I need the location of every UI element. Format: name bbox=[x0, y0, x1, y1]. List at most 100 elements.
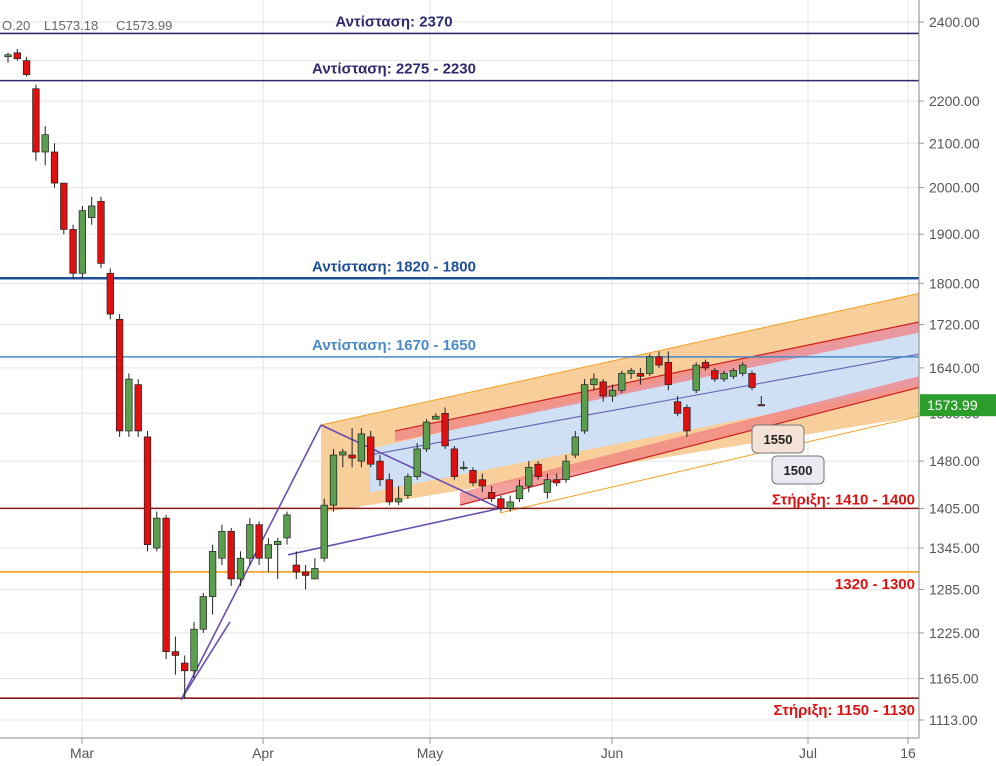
candle-body bbox=[41, 134, 49, 153]
ohlc-low: L1573.18 bbox=[44, 18, 98, 33]
candle-body bbox=[450, 448, 459, 477]
last-price-label: 1573.99 bbox=[927, 397, 978, 413]
y-tick-label: 1113.00 bbox=[929, 712, 978, 728]
candle-body bbox=[506, 501, 514, 509]
candle-body bbox=[580, 384, 589, 432]
candle-body bbox=[13, 52, 21, 60]
candle-body bbox=[199, 596, 207, 630]
ohlc-close: C1573.99 bbox=[116, 18, 172, 33]
candle-body bbox=[311, 568, 319, 580]
candle-body bbox=[4, 54, 12, 58]
candle-body bbox=[515, 485, 524, 500]
candle-body bbox=[711, 370, 719, 380]
candle-body bbox=[692, 364, 700, 391]
y-tick-label: 2400.00 bbox=[929, 14, 980, 30]
level-label: Αντίσταση: 1820 - 1800 bbox=[312, 258, 476, 275]
candle-body bbox=[348, 454, 356, 459]
y-tick-label: 1405.00 bbox=[929, 500, 980, 516]
candle-body bbox=[171, 651, 180, 656]
y-tick-label: 1345.00 bbox=[929, 540, 980, 556]
callout-label: 1500 bbox=[784, 463, 813, 478]
outer-top-line bbox=[320, 292, 920, 426]
y-tick-label: 1800.00 bbox=[929, 275, 980, 291]
last-price-tag bbox=[920, 394, 996, 417]
x-tick-label: 16 bbox=[900, 745, 916, 761]
price-callouts: 1550 1500 bbox=[751, 424, 825, 485]
candle-body bbox=[469, 470, 477, 484]
callout-box bbox=[751, 424, 805, 454]
candle-body bbox=[599, 381, 607, 397]
candle-body bbox=[646, 356, 654, 374]
ohlc-header: O.20 L1573.18 C1573.99 bbox=[2, 18, 172, 33]
y-tick-label: 2200.00 bbox=[929, 93, 980, 109]
candle-body bbox=[636, 373, 645, 377]
upper-channel-line bbox=[394, 321, 920, 432]
inner-channel-band bbox=[370, 321, 919, 493]
candle-body bbox=[748, 373, 756, 388]
y-tick-label: 2100.00 bbox=[929, 135, 980, 151]
regression-channels bbox=[320, 292, 920, 514]
horizontal-levels: Αντίσταση: 2370 Αντίσταση: 2275 - 2230 Αντ… bbox=[0, 13, 919, 719]
candle-body bbox=[22, 60, 31, 75]
candle-body bbox=[339, 451, 347, 456]
candle-body bbox=[32, 88, 40, 153]
candle-body bbox=[729, 370, 738, 377]
candle-body bbox=[190, 628, 198, 672]
candle-body bbox=[590, 378, 598, 386]
candle-body bbox=[394, 498, 403, 503]
y-tick-label: 2000.00 bbox=[929, 180, 980, 196]
candle-body bbox=[97, 200, 105, 264]
ohlc-open: O.20 bbox=[2, 18, 30, 33]
candle-body bbox=[181, 662, 189, 672]
candle-body bbox=[413, 448, 421, 477]
candle-body bbox=[497, 498, 505, 509]
x-tick-label: May bbox=[417, 745, 443, 761]
candle-body bbox=[543, 479, 552, 493]
callout-box bbox=[771, 455, 825, 485]
trend-line bbox=[180, 621, 231, 701]
candle-body bbox=[236, 557, 245, 580]
candle-body bbox=[264, 544, 273, 559]
candle-body bbox=[441, 412, 449, 447]
candle-body bbox=[385, 479, 393, 503]
candle-body bbox=[525, 466, 533, 487]
y-tick-label: 1480.00 bbox=[929, 453, 980, 469]
candle-body bbox=[618, 373, 626, 391]
candle-body bbox=[227, 530, 235, 580]
candle-body bbox=[88, 205, 96, 218]
candle-body bbox=[673, 401, 682, 414]
candle-body bbox=[404, 476, 412, 496]
candle-body bbox=[162, 517, 170, 652]
trend-line bbox=[320, 424, 501, 510]
level-label: Αντίσταση: 2275 - 2230 bbox=[312, 61, 476, 78]
trend-line bbox=[180, 424, 322, 701]
candle-body bbox=[655, 356, 663, 366]
candle-body bbox=[283, 514, 291, 539]
candle-body bbox=[106, 272, 114, 315]
candle-body bbox=[627, 370, 635, 374]
callout-label: 1550 bbox=[764, 432, 793, 447]
candle-body bbox=[683, 407, 691, 432]
upper-red-band bbox=[395, 321, 919, 442]
candlestick-series bbox=[4, 48, 765, 699]
candle-body bbox=[367, 436, 375, 465]
candle-body bbox=[292, 564, 300, 573]
candle-body bbox=[739, 364, 747, 374]
candle-body bbox=[422, 421, 431, 450]
candle-body bbox=[274, 540, 282, 545]
x-tick-label: Jul bbox=[799, 745, 817, 761]
candle-body bbox=[701, 362, 710, 369]
candle-body bbox=[69, 229, 77, 274]
candle-body bbox=[460, 466, 468, 469]
y-tick-label: 1900.00 bbox=[929, 226, 980, 242]
x-tick-label: Jun bbox=[601, 745, 624, 761]
candle-body bbox=[487, 491, 496, 500]
y-tick-label: 1225.00 bbox=[929, 625, 980, 641]
candle-body bbox=[562, 460, 570, 481]
candle-body bbox=[78, 210, 87, 274]
level-label: Στήριξη: 1410 - 1400 bbox=[772, 491, 915, 508]
level-label: Αντίσταση: 1670 - 1650 bbox=[312, 337, 476, 354]
y-tick-label: 1165.00 bbox=[929, 671, 979, 687]
